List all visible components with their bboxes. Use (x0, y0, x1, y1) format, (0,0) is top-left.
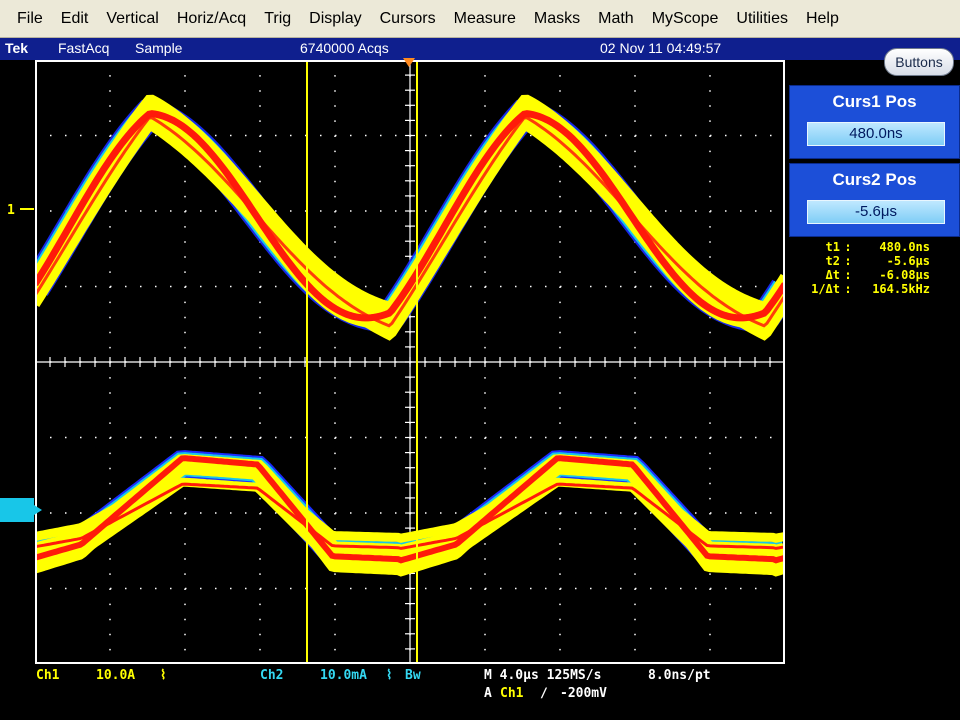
brand-label: Tek (5, 40, 29, 56)
readout-value: -6.08μs (879, 268, 930, 282)
buttons-toggle-button[interactable]: Buttons (884, 48, 954, 76)
menu-display[interactable]: Display (309, 9, 362, 27)
date-time: 02 Nov 11 04:49:57 (600, 40, 722, 56)
menu-vertical[interactable]: Vertical (106, 9, 159, 27)
ch1-waveform (35, 94, 785, 341)
ch2-level-marker[interactable] (0, 498, 42, 522)
cursor2-position-panel[interactable]: Curs2 Pos -5.6μs (789, 163, 960, 237)
graticule (35, 60, 785, 664)
menu-bar: File Edit Vertical Horiz/Acq Trig Displa… (0, 0, 960, 38)
waveform-traces (35, 94, 785, 577)
menu-file[interactable]: File (17, 9, 43, 27)
ch2-trace-peak (35, 455, 785, 564)
readout-key: Δt (825, 268, 840, 282)
menu-utilities[interactable]: Utilities (736, 9, 788, 27)
readout-key: 1/Δt (811, 282, 840, 296)
ch1-scale[interactable]: 10.0A (96, 668, 136, 683)
readout-row: t2: -5.6μs (808, 254, 930, 268)
trigger-position-marker[interactable] (403, 58, 415, 67)
ch2-persistence-band (35, 457, 785, 577)
menu-math[interactable]: Math (598, 9, 634, 27)
cursor2-position-label: Curs2 Pos (832, 170, 917, 189)
ch1-trace-peak (35, 110, 785, 322)
ch2-label[interactable]: Ch2 (260, 668, 284, 683)
readout-row: t1: 480.0ns (808, 240, 930, 254)
acquisition-count: 6740000 Acqs (300, 40, 389, 56)
ch1-marker-arrow (20, 208, 34, 210)
readout-key: t2 (825, 254, 840, 268)
ch2-scale[interactable]: 10.0mA (320, 668, 367, 683)
trigger-source[interactable]: Ch1 (500, 686, 524, 701)
readout-row: 1/Δt: 164.5kHz (808, 282, 930, 296)
ch1-label[interactable]: Ch1 (36, 668, 60, 683)
menu-measure[interactable]: Measure (453, 9, 516, 27)
horizontal-scale[interactable]: M 4.0μs 125MS/s (484, 668, 602, 683)
menu-help[interactable]: Help (805, 9, 839, 27)
menu-cursors[interactable]: Cursors (379, 9, 436, 27)
readout-value: 164.5kHz (872, 282, 930, 296)
menu-masks[interactable]: Masks (533, 9, 581, 27)
menu-edit[interactable]: Edit (60, 9, 89, 27)
ch2-bandwidth-badge: Bw (405, 668, 421, 683)
trigger-level[interactable]: -200mV (560, 686, 607, 701)
readout-key: t1 (825, 240, 840, 254)
time-cursors[interactable] (306, 60, 418, 664)
trigger-slope-icon: ∕ (540, 686, 548, 701)
acquisition-mode: FastAcq (58, 40, 110, 56)
waveform-display[interactable] (35, 60, 785, 664)
cursor1-position-label: Curs1 Pos (832, 92, 917, 111)
cursor1-position-value[interactable]: 480.0ns (807, 122, 945, 146)
menu-myscope[interactable]: MyScope (651, 9, 719, 27)
ch2-trace-secondary (35, 482, 785, 550)
ch2-waveform (35, 450, 785, 577)
readout-row: Δt: -6.08μs (808, 268, 930, 282)
readout-value: 480.0ns (879, 240, 930, 254)
cursor-readouts: t1: 480.0ns t2: -5.6μs Δt: -6.08μs 1/Δt:… (808, 240, 930, 296)
record-resolution: 8.0ns/pt (648, 668, 711, 683)
menu-trig[interactable]: Trig (264, 9, 292, 27)
cursor2-position-value[interactable]: -5.6μs (807, 200, 945, 224)
grid-dots (35, 60, 785, 664)
ch1-level-marker[interactable]: 1 (7, 203, 15, 218)
readout-value: -5.6μs (886, 254, 930, 268)
ch1-persistence-band (35, 94, 785, 313)
menu-horiz-acq[interactable]: Horiz/Acq (176, 9, 247, 27)
ch1-coupling-icon: ⌇ (160, 668, 167, 683)
sample-mode: Sample (135, 40, 183, 56)
trigger-prefix: A (484, 686, 492, 701)
cursor1-position-panel[interactable]: Curs1 Pos 480.0ns (789, 85, 960, 159)
ch1-trace-secondary (35, 116, 785, 328)
ch2-coupling-icon: ⌇ (386, 668, 393, 683)
status-bar: Tek FastAcq Sample 6740000 Acqs 02 Nov 1… (0, 38, 960, 60)
